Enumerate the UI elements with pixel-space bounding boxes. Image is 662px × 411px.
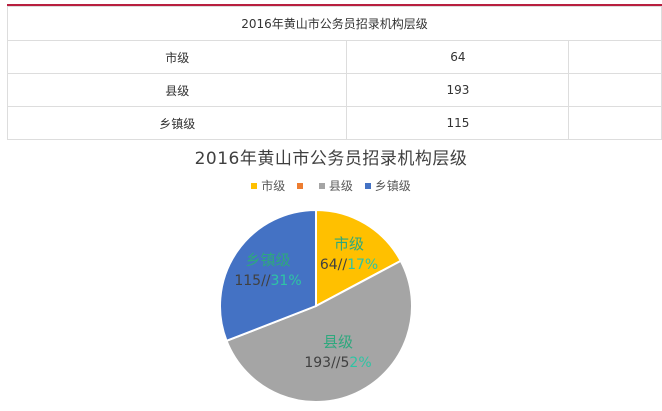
legend-swatch: [251, 182, 258, 189]
slice-value-text: 115//: [234, 273, 270, 289]
table-cell-level: 县级: [6, 73, 348, 107]
legend-swatch: [318, 182, 325, 189]
legend-label: 市级: [261, 179, 286, 193]
slice-category-label: 乡镇级: [245, 251, 290, 269]
table-cell-empty: [568, 106, 662, 140]
slice-value-text: 193//5: [304, 355, 349, 371]
chart-legend: 市级 县级 乡镇级: [0, 177, 662, 194]
legend-swatch: [297, 182, 304, 189]
top-border: [7, 4, 662, 7]
slice-percent-text: 17%: [347, 257, 378, 273]
legend-label: 县级: [328, 179, 353, 193]
table-cell-level: 乡镇级: [6, 106, 348, 140]
slice-percent-text: 2%: [349, 355, 371, 371]
data-table: 2016年黄山市公务员招录机构层级 市级 64 县级 193 乡镇级 115: [6, 6, 662, 140]
pie-slice: [225, 259, 413, 403]
table-cell-empty: [568, 73, 662, 107]
table-cell-empty: [568, 40, 662, 74]
table-title: 2016年黄山市公务员招录机构层级: [7, 6, 662, 41]
slice-value-label: 64//17%: [320, 257, 378, 273]
slice-category-label: 县级: [323, 333, 353, 351]
legend-item: 市级: [251, 177, 285, 194]
legend-item: 乡镇级: [364, 177, 411, 194]
table-cell-count: 115: [346, 106, 570, 140]
table-cell-count: 64: [346, 40, 570, 74]
table-cell-level: 市级: [6, 40, 348, 74]
table-row: 市级 64: [6, 40, 662, 74]
table-title-row: 2016年黄山市公务员招录机构层级: [7, 6, 662, 41]
legend-label: 乡镇级: [374, 179, 411, 193]
table-row: 县级 193: [6, 73, 662, 107]
slice-value-label: 115//31%: [234, 273, 301, 289]
legend-swatch: [364, 182, 371, 189]
slice-category-label: 市级: [334, 235, 364, 253]
table-row: 乡镇级 115: [6, 106, 662, 140]
slice-value-text: 64//: [320, 257, 348, 273]
legend-item: [297, 179, 307, 193]
slice-value-label: 193//52%: [304, 355, 371, 371]
legend-item: 县级: [318, 177, 353, 194]
pie-slice: [219, 208, 317, 343]
pie-slice: [315, 208, 403, 308]
chart-title: 2016年黄山市公务员招录机构层级: [194, 149, 468, 169]
slice-percent-text: 31%: [271, 273, 302, 289]
